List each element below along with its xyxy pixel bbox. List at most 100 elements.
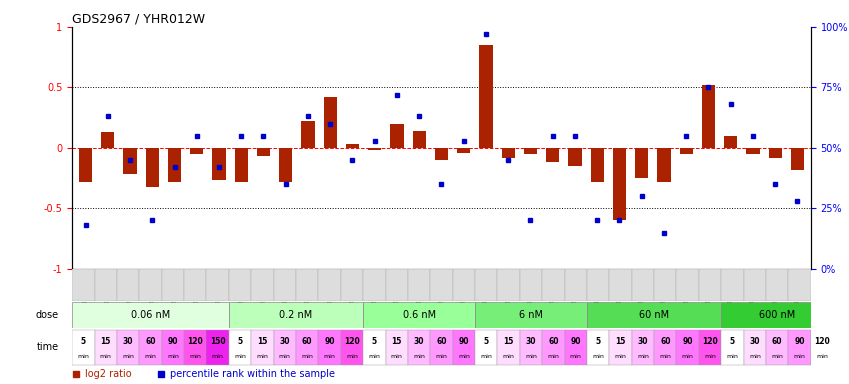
Bar: [699, 269, 722, 301]
Text: min: min: [481, 354, 492, 359]
Bar: [657, 148, 671, 182]
Text: min: min: [570, 354, 582, 359]
Bar: [301, 121, 315, 148]
Text: min: min: [189, 354, 201, 359]
Bar: [565, 330, 587, 365]
Text: min: min: [704, 354, 716, 359]
Bar: [296, 330, 318, 365]
Bar: [790, 148, 804, 170]
Bar: [318, 330, 340, 365]
Text: min: min: [256, 354, 268, 359]
Bar: [520, 330, 543, 365]
Bar: [587, 269, 610, 301]
Bar: [789, 330, 811, 365]
Text: min: min: [391, 354, 402, 359]
Bar: [520, 269, 543, 301]
Bar: [768, 148, 782, 157]
Bar: [475, 330, 498, 365]
Bar: [475, 269, 498, 301]
Bar: [789, 269, 811, 301]
Text: 90: 90: [683, 338, 693, 346]
Text: 5: 5: [238, 338, 243, 346]
Bar: [273, 330, 296, 365]
Text: min: min: [548, 354, 559, 359]
Text: 6 nM: 6 nM: [519, 310, 543, 320]
Bar: [480, 45, 492, 148]
Text: 90: 90: [571, 338, 581, 346]
Bar: [340, 269, 363, 301]
Text: min: min: [458, 354, 469, 359]
Bar: [323, 97, 337, 148]
Text: 5: 5: [596, 338, 601, 346]
Text: min: min: [144, 354, 156, 359]
Text: min: min: [794, 354, 806, 359]
Bar: [139, 269, 161, 301]
Bar: [524, 148, 537, 154]
Bar: [457, 148, 470, 153]
Bar: [632, 269, 654, 301]
Bar: [413, 131, 426, 148]
Bar: [206, 269, 229, 301]
Bar: [502, 148, 514, 157]
Bar: [453, 330, 475, 365]
Text: min: min: [727, 354, 739, 359]
Bar: [635, 148, 649, 178]
Bar: [363, 269, 385, 301]
Text: min: min: [503, 354, 514, 359]
Text: min: min: [637, 354, 649, 359]
Bar: [587, 302, 722, 328]
Bar: [251, 269, 273, 301]
Bar: [161, 330, 184, 365]
Bar: [435, 148, 448, 160]
Bar: [746, 148, 760, 154]
Text: 30: 30: [413, 338, 424, 346]
Text: 60: 60: [436, 338, 447, 346]
Bar: [256, 148, 270, 156]
Text: 15: 15: [391, 338, 402, 346]
Text: 60: 60: [548, 338, 559, 346]
Bar: [94, 330, 117, 365]
Text: min: min: [278, 354, 290, 359]
Bar: [453, 269, 475, 301]
Bar: [363, 330, 385, 365]
Text: min: min: [436, 354, 447, 359]
Bar: [340, 330, 363, 365]
Text: min: min: [368, 354, 380, 359]
Bar: [296, 269, 318, 301]
Bar: [168, 148, 181, 182]
Text: min: min: [122, 354, 134, 359]
Bar: [206, 330, 229, 365]
Text: 90: 90: [458, 338, 469, 346]
Text: min: min: [615, 354, 627, 359]
Bar: [72, 302, 229, 328]
Text: min: min: [167, 354, 179, 359]
Text: 60 nM: 60 nM: [639, 310, 669, 320]
Bar: [610, 330, 632, 365]
Text: 0.06 nM: 0.06 nM: [131, 310, 170, 320]
Text: 60: 60: [772, 338, 783, 346]
Bar: [318, 269, 340, 301]
Bar: [766, 330, 789, 365]
Text: min: min: [771, 354, 783, 359]
Text: min: min: [413, 354, 425, 359]
Bar: [229, 269, 251, 301]
Bar: [475, 302, 587, 328]
Text: 600 nM: 600 nM: [759, 310, 796, 320]
Text: 30: 30: [526, 338, 537, 346]
Text: 120: 120: [344, 338, 360, 346]
Text: 90: 90: [795, 338, 805, 346]
Bar: [212, 148, 226, 180]
Text: dose: dose: [36, 310, 59, 320]
Text: 30: 30: [638, 338, 648, 346]
Bar: [613, 148, 626, 220]
Text: log2 ratio: log2 ratio: [86, 369, 132, 379]
Text: time: time: [37, 342, 59, 353]
Bar: [811, 330, 833, 365]
Text: 15: 15: [503, 338, 514, 346]
Text: 150: 150: [210, 338, 226, 346]
Bar: [702, 85, 715, 148]
Bar: [139, 330, 161, 365]
Text: 5: 5: [372, 338, 377, 346]
Bar: [591, 148, 604, 182]
Text: min: min: [211, 354, 223, 359]
